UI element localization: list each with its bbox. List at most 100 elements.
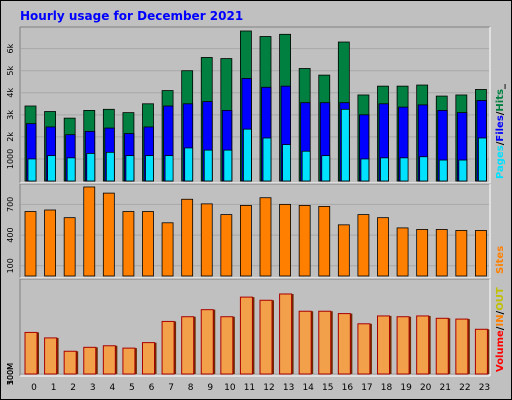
x-tick-label: 2 — [70, 383, 76, 393]
x-tick-label: 19 — [400, 383, 412, 393]
volume-bar — [337, 313, 351, 375]
volume-bar — [318, 310, 332, 375]
volume-bar — [161, 320, 175, 375]
legend-entry: / — [495, 326, 506, 330]
x-tick-label: 12 — [263, 383, 274, 393]
legend-entry: _ — [495, 84, 506, 89]
legend-entry: Volume — [495, 330, 506, 372]
legend-entry: Sites — [495, 246, 506, 274]
pages-bar — [321, 155, 331, 182]
volume-bar — [181, 316, 195, 375]
volume-bar — [259, 299, 273, 375]
volume-bar — [102, 345, 116, 375]
pages-bar — [47, 155, 56, 182]
sites-bar — [44, 209, 56, 277]
y-tick-label: 4k — [6, 88, 15, 98]
pages-bar — [438, 159, 448, 182]
volume-bar — [474, 328, 488, 375]
sites-bar — [161, 222, 174, 277]
chart-title: Hourly usage for December 2021 — [20, 9, 243, 23]
volume-bar — [416, 315, 430, 375]
sites-bar — [298, 204, 311, 277]
x-tick-label: 6 — [149, 383, 155, 393]
x-tick-label: 17 — [361, 383, 372, 393]
x-tick-label: 20 — [420, 383, 432, 393]
pages-bar — [458, 159, 468, 182]
panel-background — [20, 184, 490, 278]
legend-entry: Files — [495, 115, 506, 141]
legend-text: Pages/Files/Hits_ — [495, 84, 506, 179]
x-tick-label: 5 — [129, 383, 135, 393]
pages-bar — [399, 157, 409, 182]
sites-bar — [337, 224, 350, 277]
sites-bar — [83, 186, 96, 277]
volume-bar — [396, 316, 410, 375]
x-tick-label: 10 — [224, 383, 236, 393]
sites-bar — [357, 214, 370, 277]
legend-entry: Pages — [495, 145, 506, 179]
x-tick-label: 16 — [342, 383, 354, 393]
pages-bar — [223, 149, 233, 182]
pages-bar — [282, 144, 291, 182]
pages-bar — [380, 157, 389, 182]
legend-entry: / — [495, 310, 506, 314]
sites-bar — [396, 227, 409, 277]
volume-bar — [455, 318, 469, 375]
sites-bar — [200, 203, 213, 277]
pages-bar — [243, 128, 252, 182]
legend-entry: IN — [495, 314, 506, 326]
sites-bar — [318, 206, 331, 277]
sites-bar — [416, 229, 429, 277]
x-tick-label: 7 — [168, 383, 174, 393]
sites-bar — [435, 229, 448, 277]
pages-bar — [27, 158, 37, 182]
sites-bar — [279, 203, 291, 277]
volume-bar — [200, 309, 214, 375]
panel-background — [20, 27, 490, 183]
pages-bar — [184, 147, 194, 182]
legend-entry: Hits — [495, 89, 506, 112]
sites-bar — [63, 217, 76, 277]
x-tick-label: 3 — [90, 383, 96, 393]
pages-bar — [125, 155, 135, 182]
sites-bar — [475, 230, 487, 277]
pages-bar — [419, 156, 429, 182]
y-tick-label: 3k — [6, 110, 15, 120]
pages-bar — [164, 155, 174, 182]
sites-bar — [220, 214, 233, 277]
y-tick-label: 400 — [6, 227, 15, 242]
y-tick-label: 6k — [6, 43, 15, 53]
pages-bar — [66, 157, 76, 182]
volume-bar — [83, 346, 97, 375]
pages-bar — [301, 150, 311, 182]
volume-bar — [220, 316, 234, 375]
y-tick-label: 2k — [6, 132, 15, 142]
y-tick-label: 100 — [6, 258, 15, 273]
pages-bar — [145, 155, 154, 182]
legend-entry: / — [495, 111, 506, 115]
volume-bar — [63, 350, 77, 375]
y-tick-label: 1000 — [6, 149, 15, 169]
x-tick-label: 8 — [188, 383, 194, 393]
sites-bar — [240, 204, 252, 277]
pages-bar — [360, 158, 370, 182]
legend-entry: / — [495, 141, 506, 145]
volume-bar — [435, 317, 449, 375]
volume-bar — [142, 342, 155, 375]
volume-bar — [44, 337, 58, 375]
legend-entry: OUT — [495, 287, 506, 311]
sites-bar — [377, 217, 389, 277]
pages-bar — [105, 151, 115, 182]
volume-bar — [357, 323, 371, 375]
x-tick-label: 1 — [51, 383, 57, 393]
x-tick-label: 14 — [302, 383, 314, 393]
volume-bar — [377, 315, 390, 375]
y-tick-label: 700 — [6, 197, 15, 212]
sites-bar — [122, 211, 135, 277]
y-tick-label: 500M — [6, 363, 15, 385]
legend-volume: Volume/IN/OUT — [495, 287, 506, 372]
sites-bar — [455, 230, 468, 277]
